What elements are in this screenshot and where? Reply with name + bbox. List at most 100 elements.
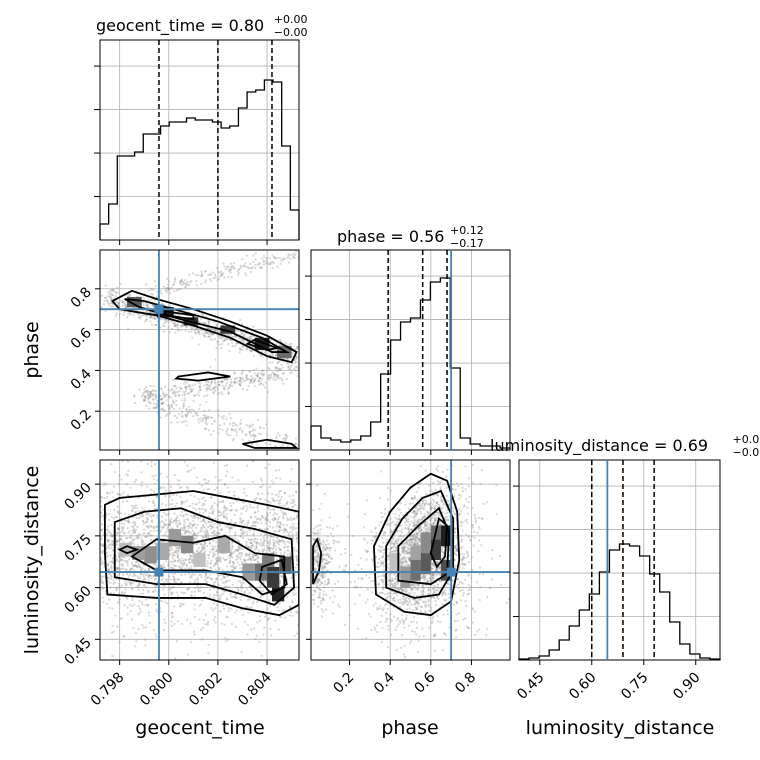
- sample-point: [149, 488, 152, 491]
- sample-point: [126, 561, 129, 565]
- sample-point: [249, 338, 252, 341]
- sample-point: [251, 376, 254, 380]
- sample-point: [228, 554, 231, 558]
- sample-point: [216, 486, 219, 489]
- sample-point: [181, 501, 184, 504]
- sample-point: [235, 342, 238, 345]
- sample-point: [208, 487, 211, 491]
- sample-point: [210, 532, 213, 535]
- sample-point: [112, 485, 116, 488]
- sample-point: [293, 442, 297, 445]
- sample-point: [290, 364, 293, 367]
- sample-point: [140, 541, 143, 544]
- sample-point: [411, 535, 415, 539]
- sample-point: [428, 577, 431, 580]
- sample-point: [188, 558, 191, 562]
- sample-point: [197, 587, 200, 591]
- sample-point: [259, 382, 263, 385]
- sample-point: [221, 384, 225, 387]
- sample-point: [105, 602, 108, 606]
- sample-point: [181, 602, 184, 606]
- sample-point: [170, 612, 174, 615]
- sample-point: [168, 554, 171, 557]
- title-sup: +0.00: [274, 13, 308, 26]
- sample-point: [440, 548, 444, 551]
- sample-point: [148, 576, 151, 579]
- sample-point: [222, 581, 225, 584]
- sample-point: [188, 405, 191, 408]
- sample-point: [210, 380, 213, 383]
- sample-point: [169, 503, 172, 506]
- sample-point: [172, 585, 175, 588]
- sample-point: [402, 594, 405, 598]
- sample-point: [118, 528, 121, 531]
- sample-point: [116, 492, 119, 496]
- axes-frame: [99, 249, 300, 451]
- sample-point: [238, 552, 241, 555]
- sample-point: [152, 591, 155, 594]
- sample-point: [177, 288, 180, 291]
- sample-point: [177, 483, 180, 486]
- sample-point: [193, 603, 196, 606]
- sample-point: [300, 363, 302, 365]
- sample-point: [114, 314, 117, 317]
- sample-point: [250, 547, 253, 550]
- sample-point: [184, 285, 188, 288]
- sample-point: [263, 386, 267, 389]
- sample-point: [213, 502, 216, 505]
- sample-point: [124, 588, 127, 591]
- sample-point: [152, 628, 156, 632]
- sample-point: [422, 516, 425, 519]
- sample-point: [184, 513, 187, 516]
- sample-point: [166, 404, 170, 407]
- sample-point: [162, 401, 165, 404]
- sample-point: [206, 562, 209, 565]
- sample-point: [204, 270, 207, 273]
- sample-point: [226, 337, 229, 341]
- sample-point: [174, 581, 177, 584]
- sample-point: [210, 525, 213, 528]
- sample-point: [421, 592, 424, 595]
- sample-point: [142, 528, 146, 531]
- sample-point: [239, 528, 242, 531]
- sample-point: [248, 348, 251, 351]
- sample-point: [406, 556, 410, 559]
- sample-point: [130, 509, 134, 512]
- sample-point: [407, 531, 411, 534]
- sample-point: [229, 526, 232, 529]
- sample-point: [188, 385, 192, 388]
- sample-point: [270, 535, 273, 538]
- sample-point: [275, 551, 278, 554]
- sample-point: [206, 416, 209, 419]
- sample-point: [169, 396, 173, 399]
- sample-point: [292, 255, 295, 258]
- sample-point: [430, 573, 434, 576]
- sample-point: [181, 399, 184, 402]
- sample-point: [190, 468, 193, 472]
- sample-point: [130, 569, 133, 572]
- sample-point: [274, 378, 278, 381]
- sample-point: [388, 594, 391, 598]
- sample-point: [261, 369, 264, 373]
- sample-point: [230, 526, 233, 529]
- sample-point: [236, 329, 239, 333]
- sample-point: [247, 385, 250, 388]
- sample-point: [247, 558, 251, 561]
- sample-point: [174, 278, 177, 281]
- sample-point: [163, 581, 166, 584]
- sample-point: [290, 342, 293, 345]
- sample-point: [209, 433, 213, 436]
- sample-point: [138, 533, 142, 536]
- sample-point: [286, 358, 289, 361]
- sample-point: [238, 376, 242, 379]
- sample-point: [151, 389, 154, 392]
- sample-point: [127, 513, 130, 516]
- sample-point: [193, 595, 196, 598]
- sample-point: [253, 379, 256, 382]
- sample-point: [111, 302, 114, 305]
- sample-point: [162, 391, 165, 394]
- sample-point: [230, 333, 233, 336]
- sample-point: [241, 377, 244, 380]
- sample-point: [251, 553, 254, 556]
- sample-point: [100, 579, 103, 582]
